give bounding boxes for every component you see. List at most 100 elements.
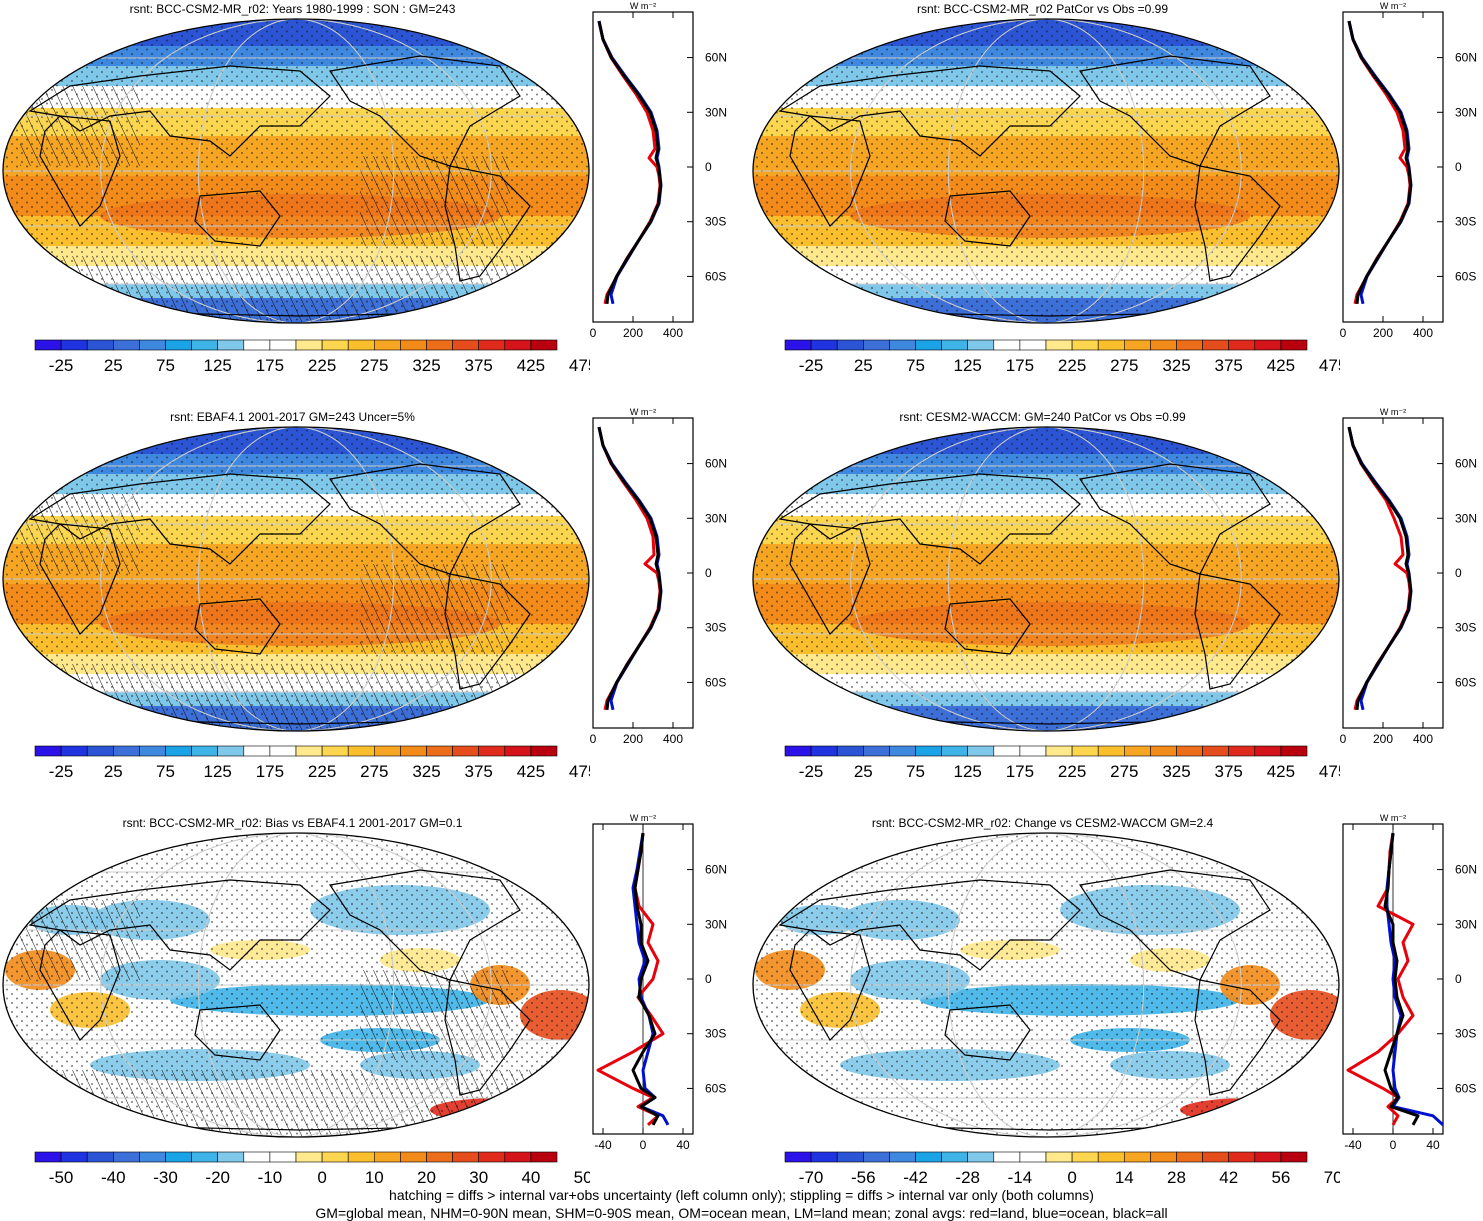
coastline-1 [789, 523, 871, 635]
colorbar-swatch [191, 745, 219, 757]
map-panel-3 [2, 426, 590, 732]
profile-line-land [597, 426, 662, 711]
colorbar-label: 30 [469, 1168, 488, 1187]
panel-4-title: rsnt: CESM2-WACCM: GM=240 PatCor vs Obs … [899, 410, 1186, 424]
colorbar-swatch [191, 1151, 219, 1163]
map-field [753, 19, 1339, 323]
coastline-1 [39, 929, 121, 1041]
x-tick-label: 200 [623, 732, 643, 746]
coastline-4 [1194, 979, 1281, 1096]
hatch-overlay [20, 86, 140, 166]
colorbar-swatch [426, 1151, 453, 1163]
colorbar-label: 125 [954, 762, 982, 781]
colorbar-swatch [426, 339, 453, 351]
y-tick-label: 60S [705, 269, 726, 283]
colorbar-swatch [1176, 339, 1203, 351]
colorbar-label: 40 [521, 1168, 540, 1187]
coastline-2 [194, 1004, 281, 1061]
colorbar-swatch [530, 339, 558, 351]
coastlines [778, 463, 1291, 725]
colorbar-label: 225 [1058, 762, 1086, 781]
colorbar-label: 125 [204, 356, 232, 375]
panel-5-title: rsnt: BCC-CSM2-MR_r02: Bias vs EBAF4.1 2… [122, 816, 463, 830]
coastline-4 [444, 165, 531, 282]
y-tick-label: 60N [705, 51, 727, 65]
colorbar-1: -25 25 75 125 175 225 275 325 375 425 475 [34, 339, 590, 375]
coastline-0 [28, 65, 331, 157]
zonal-profile-4: W m⁻² 0 200 400 60N 30N 0 30S 60S [1340, 407, 1477, 746]
colorbar-4: -25 25 75 125 175 225 275 325 375 425 475 [784, 745, 1340, 781]
colorbar-label: -14 [1008, 1168, 1033, 1187]
colorbar-swatch [1071, 339, 1099, 351]
colorbar-label: -40 [101, 1168, 126, 1187]
x-tick-label: -40 [1344, 1138, 1362, 1152]
y-tick-label: 0 [1455, 566, 1462, 580]
colorbar-swatch [34, 745, 62, 757]
profile-line-all [1347, 20, 1413, 304]
colorbar-swatch [1228, 745, 1256, 757]
x-tick-label: 200 [623, 326, 643, 340]
colorbar-swatch [452, 339, 480, 351]
y-tick-label: 30N [705, 511, 727, 525]
colorbar-swatch [993, 339, 1021, 351]
map-outline [2, 18, 590, 324]
colorbar-swatch [60, 745, 88, 757]
colorbar-label: 175 [1006, 356, 1034, 375]
colorbar-swatch [34, 339, 62, 351]
coastline-4 [444, 573, 531, 690]
coastline-1 [789, 929, 871, 1041]
coastline-2 [944, 190, 1031, 247]
x-tick-label: 200 [1373, 326, 1393, 340]
colorbar-swatch [1202, 1151, 1230, 1163]
graticule [3, 19, 589, 323]
coastline-0 [778, 65, 1081, 157]
y-tick-label: 30N [705, 917, 727, 931]
y-tick-label: 60N [1455, 51, 1477, 65]
colorbar-swatch [1045, 1151, 1073, 1163]
colorbar-label: -25 [799, 356, 824, 375]
colorbar-swatch [217, 745, 245, 757]
colorbar-swatch [478, 339, 506, 351]
coastline-3 [328, 55, 521, 167]
colorbar-swatch [1045, 745, 1073, 757]
colorbar-label: 425 [517, 356, 545, 375]
colorbar-swatch [269, 1151, 297, 1163]
colorbar-label: 175 [1006, 762, 1034, 781]
colorbar-swatch [165, 745, 192, 757]
colorbar-label: 225 [308, 356, 336, 375]
unit-label: W m⁻² [630, 1, 656, 11]
coastline-0 [28, 879, 331, 971]
colorbar-swatch [321, 745, 349, 757]
colorbar-swatch [784, 745, 812, 757]
coastline-1 [789, 115, 871, 227]
y-tick-label: 60N [1455, 457, 1477, 471]
colorbar-label: 325 [1162, 356, 1190, 375]
colorbar-label: -20 [205, 1168, 230, 1187]
colorbar-label: 475 [569, 356, 590, 375]
profile-line-land [1346, 832, 1415, 1126]
colorbar-swatch [993, 1151, 1021, 1163]
colorbar-label: -56 [851, 1168, 876, 1187]
colorbar-label: 56 [1271, 1168, 1290, 1187]
colorbar-label: 275 [1110, 762, 1138, 781]
profile-frame [1342, 11, 1444, 323]
unit-label: W m⁻² [1380, 1, 1406, 11]
colorbar-label: 70 [1324, 1168, 1340, 1187]
colorbar-swatch [810, 745, 838, 757]
colorbar-swatch [941, 1151, 969, 1163]
colorbar-swatch [1097, 745, 1125, 757]
colorbar-label: 10 [365, 1168, 384, 1187]
colorbar-swatch [889, 745, 916, 757]
colorbar-swatch [113, 339, 140, 351]
colorbar-swatch [941, 745, 969, 757]
coastline-4 [1194, 165, 1281, 282]
colorbar-swatch [810, 339, 838, 351]
colorbar-label: 325 [412, 762, 440, 781]
colorbar-swatch [1150, 339, 1177, 351]
y-tick-label: 30N [705, 105, 727, 119]
colorbar-swatch [1150, 745, 1177, 757]
y-tick-label: 0 [705, 160, 712, 174]
colorbar-swatch [941, 339, 969, 351]
y-tick-label: 0 [705, 566, 712, 580]
colorbar-label: 225 [308, 762, 336, 781]
